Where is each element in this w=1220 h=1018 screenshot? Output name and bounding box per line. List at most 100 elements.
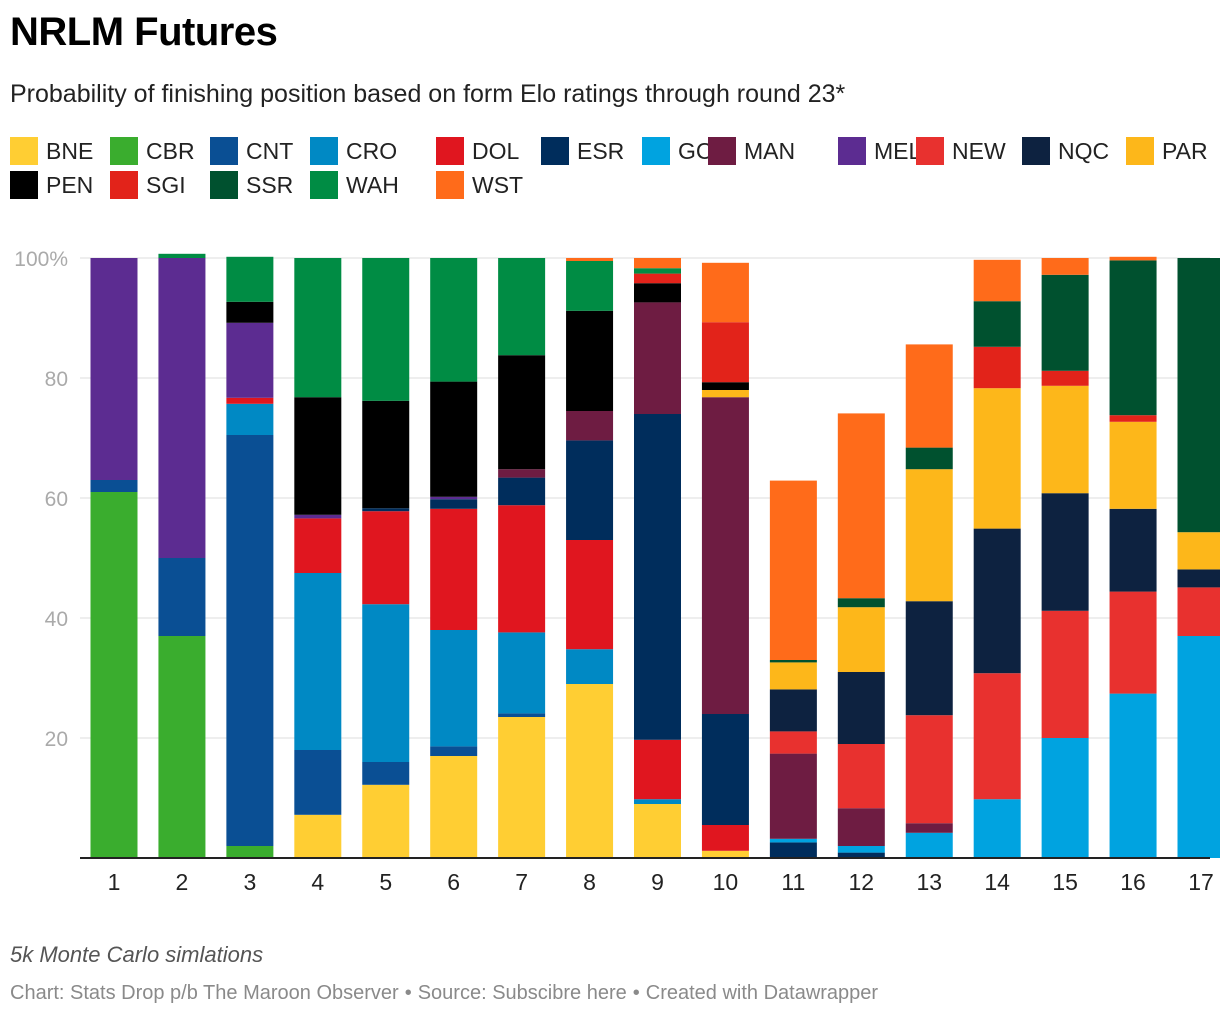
bar-segment-dol-pos-4[interactable] — [294, 518, 342, 573]
bar-segment-gct-pos-16[interactable] — [1109, 693, 1157, 858]
bar-segment-bne-pos-5[interactable] — [362, 784, 410, 858]
bar-segment-cnt-pos-6[interactable] — [430, 746, 478, 756]
bar-segment-bne-pos-10[interactable] — [701, 850, 749, 858]
bar-segment-cro-pos-4[interactable] — [294, 573, 342, 750]
bar-segment-dol-pos-6[interactable] — [430, 508, 478, 630]
bar-segment-wah-pos-9[interactable] — [634, 268, 681, 274]
bar-segment-par-pos-10[interactable] — [701, 390, 749, 398]
bar-segment-wah-pos-4[interactable] — [294, 258, 342, 398]
bar-segment-esr-pos-11[interactable] — [769, 842, 817, 858]
bar-segment-cro-pos-7[interactable] — [498, 632, 546, 714]
bar-segment-nqc-pos-15[interactable] — [1041, 493, 1089, 611]
bar-segment-cro-pos-3[interactable] — [226, 403, 274, 435]
bar-segment-nqc-pos-12[interactable] — [837, 672, 885, 744]
bar-segment-pen-pos-6[interactable] — [430, 381, 478, 497]
bar-segment-new-pos-14[interactable] — [973, 673, 1021, 800]
bar-segment-pen-pos-7[interactable] — [498, 355, 546, 470]
bar-segment-gct-pos-15[interactable] — [1041, 738, 1089, 858]
bar-segment-bne-pos-9[interactable] — [634, 804, 681, 858]
bar-segment-gct-pos-12[interactable] — [837, 846, 885, 853]
bar-segment-new-pos-16[interactable] — [1109, 591, 1157, 694]
bar-segment-wst-pos-8[interactable] — [566, 258, 614, 261]
bar-segment-man-pos-11[interactable] — [769, 753, 817, 839]
bar-segment-pen-pos-3[interactable] — [226, 301, 274, 323]
bar-segment-new-pos-12[interactable] — [837, 744, 885, 809]
bar-segment-mel-pos-1[interactable] — [90, 258, 138, 480]
bar-segment-nqc-pos-13[interactable] — [905, 601, 953, 716]
bar-segment-cnt-pos-3[interactable] — [226, 435, 274, 846]
bar-segment-bne-pos-7[interactable] — [498, 717, 546, 858]
bar-segment-mel-pos-3[interactable] — [226, 322, 274, 398]
bar-segment-nqc-pos-11[interactable] — [769, 689, 817, 732]
bar-segment-man-pos-7[interactable] — [498, 469, 546, 478]
bar-segment-bne-pos-4[interactable] — [294, 814, 342, 858]
bar-segment-wst-pos-12[interactable] — [837, 413, 885, 599]
bar-segment-ssr-pos-11[interactable] — [769, 660, 817, 663]
bar-segment-nqc-pos-14[interactable] — [973, 528, 1021, 674]
bar-segment-sgi-pos-15[interactable] — [1041, 370, 1089, 386]
bar-segment-dol-pos-3[interactable] — [226, 397, 274, 404]
bar-segment-mel-pos-2[interactable] — [158, 258, 206, 558]
bar-segment-cro-pos-6[interactable] — [430, 630, 478, 747]
bar-segment-bne-pos-8[interactable] — [566, 684, 614, 858]
bar-segment-pen-pos-9[interactable] — [634, 283, 681, 303]
bar-segment-man-pos-13[interactable] — [905, 823, 953, 833]
bar-segment-ssr-pos-15[interactable] — [1041, 274, 1089, 371]
bar-segment-man-pos-10[interactable] — [701, 397, 749, 714]
bar-segment-wst-pos-13[interactable] — [905, 344, 953, 448]
bar-segment-wst-pos-16[interactable] — [1109, 256, 1157, 261]
bar-segment-dol-pos-10[interactable] — [701, 825, 749, 851]
bar-segment-new-pos-13[interactable] — [905, 715, 953, 824]
bar-segment-wah-pos-2[interactable] — [158, 253, 206, 258]
bar-segment-man-pos-9[interactable] — [634, 302, 681, 414]
bar-segment-wah-pos-3[interactable] — [226, 256, 274, 302]
bar-segment-par-pos-15[interactable] — [1041, 385, 1089, 494]
bar-segment-pen-pos-8[interactable] — [566, 310, 614, 411]
bar-segment-wah-pos-5[interactable] — [362, 258, 410, 401]
bar-segment-mel-pos-4[interactable] — [294, 514, 342, 519]
bar-segment-cro-pos-9[interactable] — [634, 799, 681, 804]
bar-segment-wst-pos-10[interactable] — [701, 262, 749, 323]
bar-segment-man-pos-8[interactable] — [566, 411, 614, 441]
bar-segment-esr-pos-10[interactable] — [701, 714, 749, 825]
bar-segment-gct-pos-14[interactable] — [973, 799, 1021, 858]
bar-segment-wst-pos-14[interactable] — [973, 259, 1021, 302]
bar-segment-par-pos-14[interactable] — [973, 388, 1021, 529]
bar-segment-cbr-pos-2[interactable] — [158, 636, 206, 858]
bar-segment-esr-pos-9[interactable] — [634, 414, 681, 740]
bar-segment-man-pos-12[interactable] — [837, 808, 885, 846]
bar-segment-gct-pos-13[interactable] — [905, 832, 953, 858]
bar-segment-esr-pos-12[interactable] — [837, 852, 885, 858]
bar-segment-par-pos-13[interactable] — [905, 469, 953, 602]
bar-segment-sgi-pos-10[interactable] — [701, 322, 749, 383]
bar-segment-sgi-pos-16[interactable] — [1109, 415, 1157, 422]
bar-segment-sgi-pos-14[interactable] — [973, 346, 1021, 389]
bar-segment-wst-pos-9[interactable] — [634, 258, 681, 269]
bar-segment-esr-pos-5[interactable] — [362, 508, 410, 512]
bar-segment-ssr-pos-12[interactable] — [837, 598, 885, 608]
bar-segment-wst-pos-11[interactable] — [769, 480, 817, 660]
bar-segment-gct-pos-11[interactable] — [769, 838, 817, 843]
bar-segment-cnt-pos-5[interactable] — [362, 762, 410, 785]
bar-segment-wst-pos-15[interactable] — [1041, 258, 1089, 275]
bar-segment-cnt-pos-2[interactable] — [158, 558, 206, 636]
bar-segment-wah-pos-6[interactable] — [430, 258, 478, 382]
bar-segment-esr-pos-7[interactable] — [498, 477, 546, 506]
bar-segment-ssr-pos-14[interactable] — [973, 301, 1021, 347]
bar-segment-ssr-pos-16[interactable] — [1109, 260, 1157, 416]
bar-segment-cnt-pos-4[interactable] — [294, 750, 342, 815]
bar-segment-par-pos-11[interactable] — [769, 662, 817, 690]
bar-segment-pen-pos-5[interactable] — [362, 400, 410, 509]
bar-segment-pen-pos-10[interactable] — [701, 382, 749, 390]
bar-segment-dol-pos-7[interactable] — [498, 505, 546, 633]
bar-segment-dol-pos-9[interactable] — [634, 739, 681, 800]
bar-segment-cbr-pos-3[interactable] — [226, 846, 274, 858]
bar-segment-cro-pos-5[interactable] — [362, 604, 410, 762]
bar-segment-mel-pos-6[interactable] — [430, 496, 478, 500]
bar-segment-pen-pos-4[interactable] — [294, 397, 342, 515]
bar-segment-sgi-pos-9[interactable] — [634, 273, 681, 284]
bar-segment-new-pos-15[interactable] — [1041, 610, 1089, 738]
bar-segment-dol-pos-8[interactable] — [566, 540, 614, 650]
bar-segment-dol-pos-5[interactable] — [362, 511, 410, 605]
bar-segment-wah-pos-7[interactable] — [498, 258, 546, 356]
